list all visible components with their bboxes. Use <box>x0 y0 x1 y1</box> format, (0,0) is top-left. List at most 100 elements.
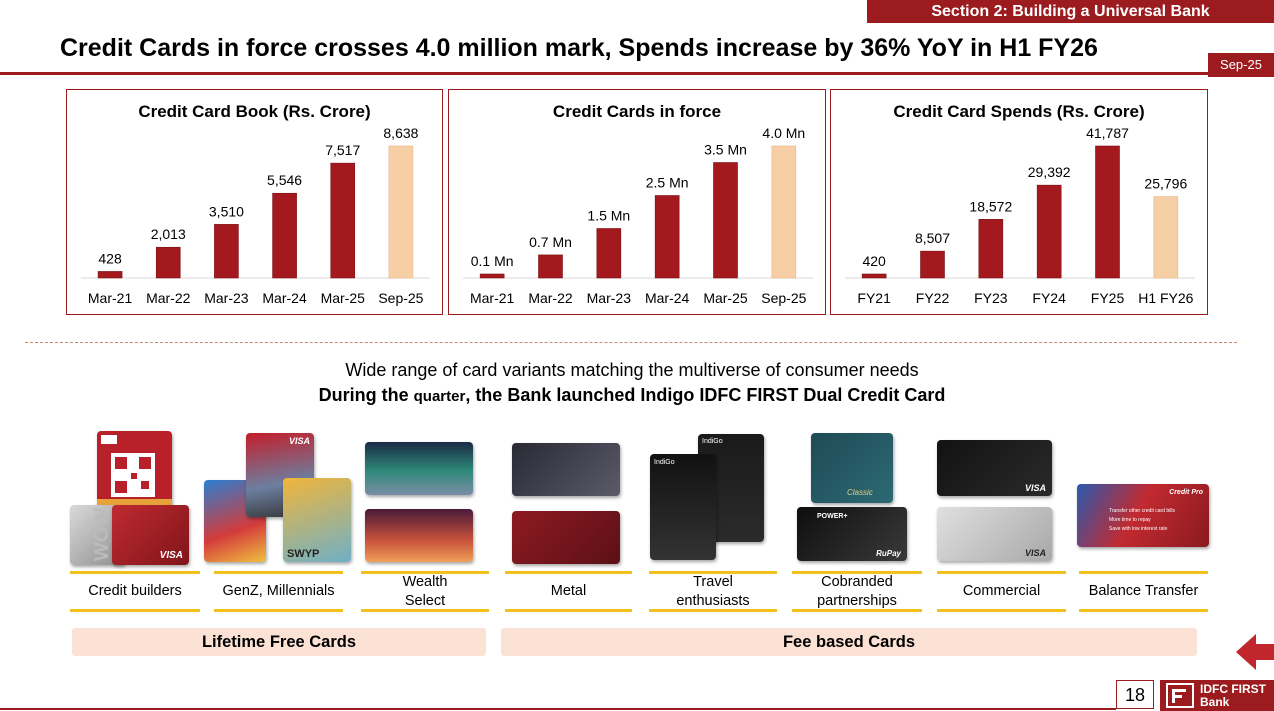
chart-svg: 428 Mar-21 2,013 Mar-22 3,510 Mar-23 5,546 Mar-… <box>81 125 430 306</box>
data-label: 3.5 Mn <box>704 142 747 158</box>
visa-text: VISA <box>159 550 183 561</box>
x-tick-label: Sep-25 <box>761 290 806 306</box>
swyp-text: SWYP <box>287 548 320 560</box>
bar-h1-fy26 <box>1153 196 1179 279</box>
x-tick-label: H1 FY26 <box>1138 290 1193 306</box>
credit-card-classic-image: Classic <box>811 433 893 503</box>
bar-sep-25 <box>771 145 797 279</box>
credit-card-select-image <box>365 509 473 562</box>
wow-text: WOW <box>91 507 114 562</box>
visa-text: VISA <box>1024 483 1046 493</box>
date-tag: Sep-25 <box>1208 53 1274 77</box>
variants-subtitle: Wide range of card variants matching the… <box>345 360 919 380</box>
x-tick-label: Mar-23 <box>587 290 632 306</box>
data-label: 8,638 <box>383 125 418 141</box>
data-label: 1.5 Mn <box>587 208 630 224</box>
section-tag: Section 2: Building a Universal Bank <box>867 0 1274 23</box>
data-label: 4.0 Mn <box>762 125 805 141</box>
category-label-line1: Cobranded <box>821 573 893 590</box>
data-label: 0.1 Mn <box>471 253 514 269</box>
launch-note-part1: During the <box>318 385 414 405</box>
x-tick-label: Mar-21 <box>470 290 515 306</box>
category-label-line1: Metal <box>550 583 587 599</box>
data-label: 2,013 <box>151 226 186 242</box>
x-tick-label: Mar-24 <box>645 290 690 306</box>
bar-sep-25 <box>388 145 414 279</box>
data-label: 3,510 <box>209 203 244 219</box>
qr-code-icon <box>97 435 172 509</box>
category-label-line2: Select <box>404 592 446 609</box>
variants-launch-note: During the quarter, the Bank launched In… <box>0 385 1264 406</box>
data-label: 7,517 <box>325 142 360 158</box>
category-commercial: Commercial <box>937 571 1066 612</box>
more-time-text: More time to repay <box>1109 517 1151 523</box>
x-tick-label: Mar-23 <box>204 290 249 306</box>
category-label-line2: enthusiasts <box>676 592 750 609</box>
page-number: 18 <box>1116 680 1154 709</box>
credit-card-balance-transfer-image: Credit Pro Transfer other credit card bi… <box>1077 484 1209 547</box>
credit-card-wealth-image <box>365 442 473 495</box>
logo-line2: Bank <box>1200 695 1230 709</box>
category-balance-transfer: Balance Transfer <box>1079 571 1208 612</box>
band-fee-based-cards: Fee based Cards <box>501 628 1197 656</box>
bar-mar-22 <box>538 254 563 279</box>
x-tick-label: Mar-24 <box>262 290 307 306</box>
credit-card-business-image: VISA <box>937 507 1052 561</box>
bar-fy23 <box>978 219 1004 279</box>
bar-mar-22 <box>155 246 181 279</box>
category-label-line1: Credit builders <box>88 583 182 599</box>
data-label: 29,392 <box>1028 164 1071 180</box>
category-travel-enthusiasts: Travel enthusiasts <box>649 571 777 612</box>
chart-title: Credit Card Spends (Rs. Crore) <box>893 102 1145 121</box>
chart-title: Credit Cards in force <box>552 102 722 121</box>
data-label: 41,787 <box>1086 125 1129 141</box>
title-rule <box>0 72 1274 75</box>
bar-mar-23 <box>214 224 239 279</box>
rupay-text: RuPay <box>876 549 901 558</box>
bar-fy24 <box>1036 184 1062 279</box>
x-tick-label: Mar-22 <box>146 290 191 306</box>
credit-card-metal-red-image <box>512 511 620 564</box>
category-wealth-select: Wealth Select <box>361 571 489 612</box>
transfer-text: Transfer other credit card bills <box>1109 508 1175 514</box>
x-tick-label: FY21 <box>857 290 891 306</box>
classic-text: Classic <box>847 488 873 497</box>
idfc-logo-icon <box>1166 683 1194 708</box>
data-label: 420 <box>862 253 886 269</box>
category-label-line2: partnerships <box>817 592 897 609</box>
data-label: 2.5 Mn <box>646 175 689 191</box>
bar-mar-24 <box>272 192 297 279</box>
band-lifetime-free-cards: Lifetime Free Cards <box>72 628 486 656</box>
x-tick-label: FY22 <box>916 290 950 306</box>
launch-note-part2: quarter <box>413 388 466 405</box>
category-label-line1: Balance Transfer <box>1088 583 1199 599</box>
credit-card-indigo-front-image: IndiGo <box>650 454 716 560</box>
x-tick-label: FY25 <box>1091 290 1125 306</box>
bar-mar-25 <box>713 162 738 279</box>
bottom-rule <box>0 708 1116 710</box>
chart-svg: 0.1 Mn Mar-21 0.7 Mn Mar-22 1.5 Mn Mar-23 2.5 … <box>463 125 813 306</box>
x-tick-label: FY24 <box>1032 290 1066 306</box>
x-tick-label: Mar-25 <box>703 290 748 306</box>
category-label-line1: GenZ, Millennials <box>222 583 335 599</box>
data-label: 25,796 <box>1144 176 1187 192</box>
category-cobranded-partnerships: Cobranded partnerships <box>792 571 922 612</box>
chart-card-spends: 420 FY21 8,507 FY22 18,572 FY23 29,392 FY24 41,7… <box>830 89 1208 315</box>
data-label: 5,546 <box>267 172 302 188</box>
chart-cards-in-force: 0.1 Mn Mar-21 0.7 Mn Mar-22 1.5 Mn Mar-23 2.5 … <box>448 89 826 315</box>
credit-card-corporate-image: VISA <box>937 440 1052 496</box>
visa-text: VISA <box>1024 548 1046 558</box>
data-label: 428 <box>98 250 122 266</box>
chart-credit-card-book: 428 Mar-21 2,013 Mar-22 3,510 Mar-23 5,546 Mar-… <box>66 89 443 315</box>
credit-card-red-image: VISA <box>112 505 189 565</box>
data-label: 0.7 Mn <box>529 234 572 250</box>
credit-card-eam-image <box>97 431 172 509</box>
credit-card-swyp-image: SWYP <box>283 478 351 562</box>
bar-fy22 <box>920 250 945 279</box>
x-tick-label: Mar-22 <box>528 290 573 306</box>
back-arrow-icon[interactable] <box>1236 632 1274 672</box>
x-tick-label: Sep-25 <box>378 290 423 306</box>
bar-mar-24 <box>654 195 680 279</box>
chart-svg: 420 FY21 8,507 FY22 18,572 FY23 29,392 FY24 41,7… <box>845 125 1195 306</box>
category-label-line1: Wealth <box>402 573 448 590</box>
